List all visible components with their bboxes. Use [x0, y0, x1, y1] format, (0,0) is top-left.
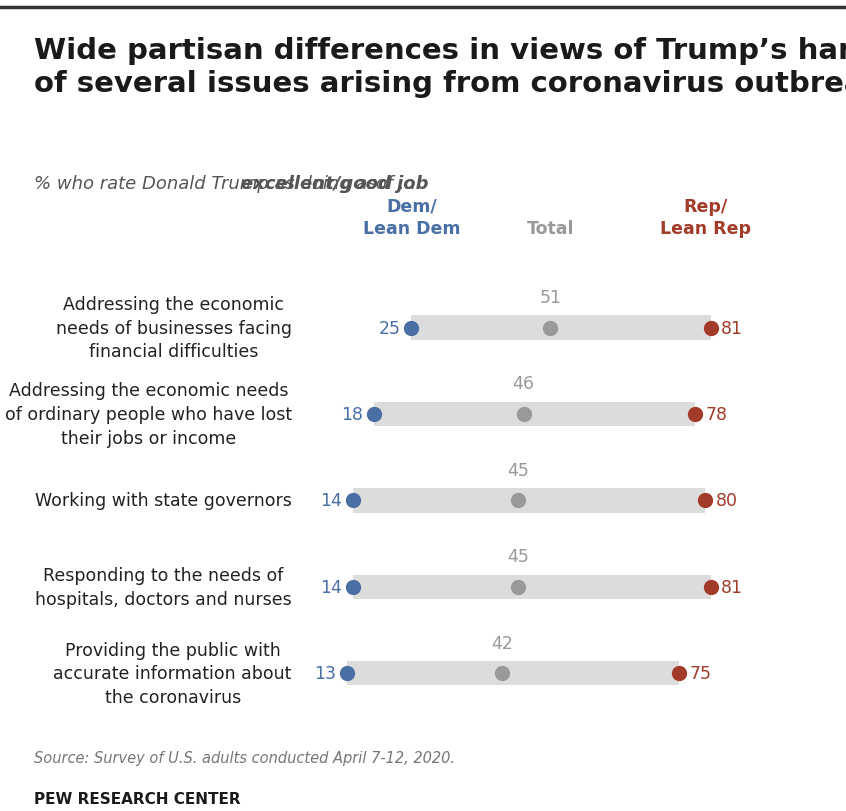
Text: 45: 45 — [508, 547, 530, 565]
Text: 75: 75 — [689, 664, 711, 683]
Text: 13: 13 — [315, 664, 337, 683]
Text: Addressing the economic
needs of businesses facing
financial difficulties: Addressing the economic needs of busines… — [56, 296, 292, 361]
Text: of ...: of ... — [370, 174, 416, 192]
Text: 78: 78 — [706, 406, 728, 423]
Text: 80: 80 — [716, 491, 738, 510]
Text: Rep/
Lean Rep: Rep/ Lean Rep — [660, 197, 750, 238]
Text: 18: 18 — [341, 406, 363, 423]
Text: 42: 42 — [492, 634, 514, 652]
Bar — [353, 489, 706, 513]
Text: Working with state governors: Working with state governors — [35, 491, 292, 510]
Text: Wide partisan differences in views of Trump’s handling
of several issues arising: Wide partisan differences in views of Tr… — [34, 36, 846, 98]
Text: 14: 14 — [320, 491, 342, 510]
Text: Total: Total — [526, 220, 574, 238]
Text: 14: 14 — [320, 578, 342, 596]
Bar — [353, 575, 711, 599]
Text: Dem/
Lean Dem: Dem/ Lean Dem — [363, 197, 460, 238]
Text: 46: 46 — [513, 375, 535, 393]
Text: 45: 45 — [508, 461, 530, 479]
Text: 81: 81 — [722, 320, 744, 337]
Text: % who rate Donald Trump as doing as: % who rate Donald Trump as doing as — [34, 174, 382, 192]
Text: 51: 51 — [540, 289, 562, 307]
Text: 81: 81 — [722, 578, 744, 596]
Text: Addressing the economic needs
of ordinary people who have lost
their jobs or inc: Addressing the economic needs of ordinar… — [5, 382, 292, 447]
Bar — [411, 316, 711, 341]
Text: PEW RESEARCH CENTER: PEW RESEARCH CENTER — [34, 791, 240, 805]
Bar — [348, 662, 678, 685]
Text: Source: Survey of U.S. adults conducted April 7-12, 2020.: Source: Survey of U.S. adults conducted … — [34, 750, 455, 765]
Text: Providing the public with
accurate information about
the coronavirus: Providing the public with accurate infor… — [53, 641, 292, 706]
Bar — [374, 402, 695, 427]
Text: Responding to the needs of
hospitals, doctors and nurses: Responding to the needs of hospitals, do… — [36, 566, 292, 608]
Text: 25: 25 — [379, 320, 401, 337]
Text: excellent/good job: excellent/good job — [241, 174, 429, 192]
